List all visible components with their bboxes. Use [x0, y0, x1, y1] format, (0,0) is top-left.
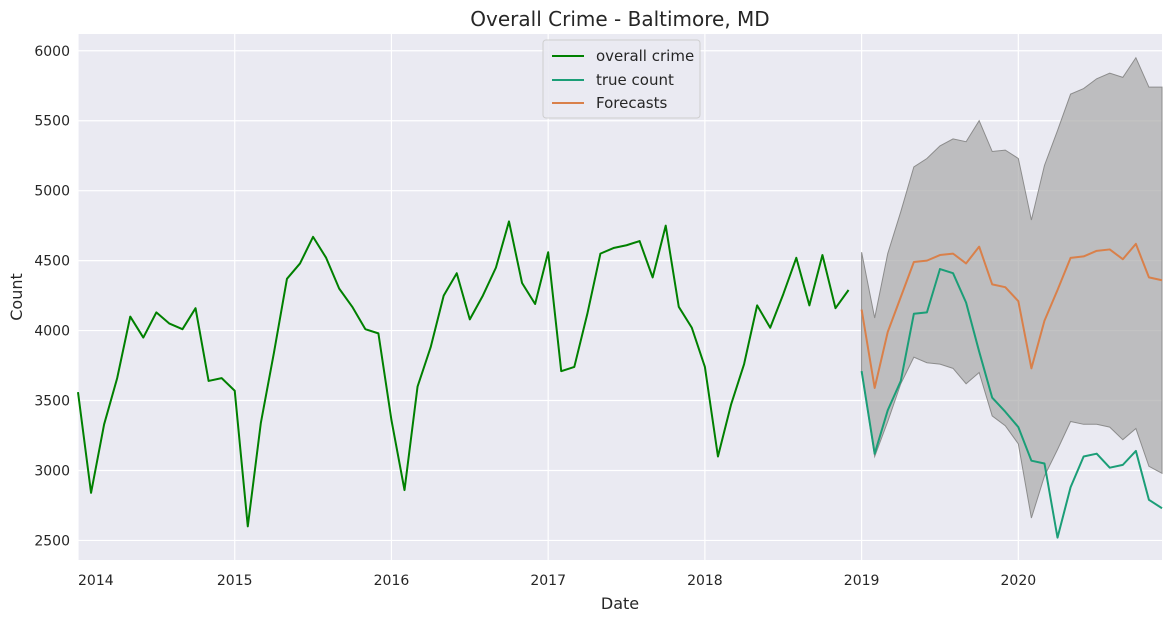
x-tick-labels: 2014 2015 2016 2017 2018 2019 2020	[78, 573, 1036, 589]
y-tick-label: 4000	[34, 324, 70, 340]
chart-title: Overall Crime - Baltimore, MD	[470, 7, 769, 31]
x-tick-label: 2018	[687, 573, 723, 589]
y-tick-label: 6000	[34, 44, 70, 60]
confidence-band-layer	[861, 56, 1163, 519]
y-tick-label: 3500	[34, 394, 70, 410]
x-tick-label: 2017	[530, 573, 566, 589]
legend-label-forecasts: Forecasts	[596, 94, 667, 112]
series-lines	[77, 220, 1163, 539]
series-line-forecasts	[860, 242, 1163, 389]
legend-box	[542, 39, 701, 119]
legend-label-overall-crime: overall crime	[596, 47, 694, 65]
y-tick-label: 3000	[34, 463, 70, 479]
y-tick-label: 2500	[34, 533, 70, 549]
y-tick-labels: 2500 3000 3500 4000 4500 5000 5500 6000	[34, 44, 70, 550]
legend: overall crime true count Forecasts	[542, 39, 701, 119]
y-tick-label: 4500	[34, 254, 70, 270]
y-axis-label: Count	[7, 273, 26, 321]
x-tick-label: 2015	[217, 573, 253, 589]
series-line-true-count	[860, 268, 1163, 539]
x-tick-label: 2020	[1001, 573, 1037, 589]
confidence-band	[861, 56, 1163, 519]
x-tick-label: 2014	[78, 573, 114, 589]
x-axis-label: Date	[601, 594, 639, 613]
x-tick-label: 2019	[844, 573, 880, 589]
series-line-overall-crime	[77, 220, 850, 528]
y-tick-label: 5000	[34, 184, 70, 200]
y-tick-label: 5500	[34, 114, 70, 130]
legend-label-true-count: true count	[596, 71, 674, 89]
x-tick-label: 2016	[374, 573, 410, 589]
